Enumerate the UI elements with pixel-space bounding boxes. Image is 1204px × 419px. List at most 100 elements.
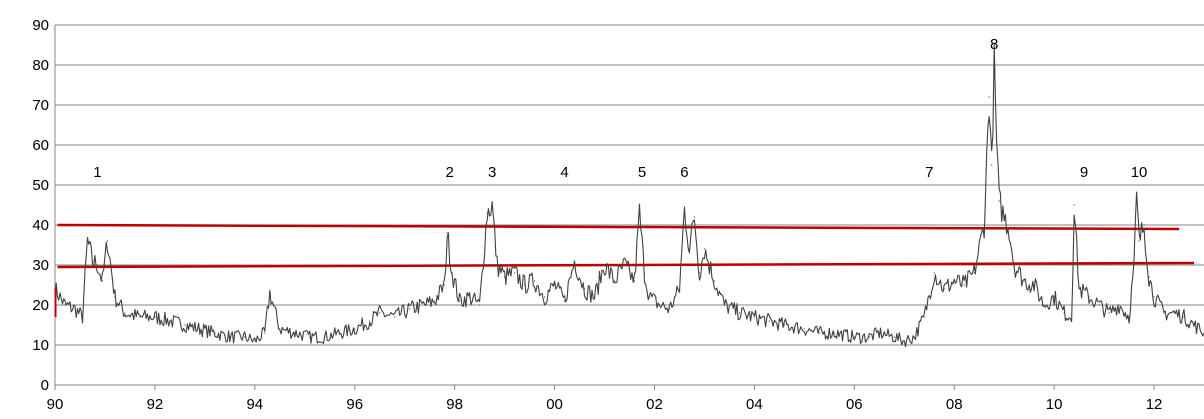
- data-point: [394, 316, 396, 318]
- data-point: [309, 336, 311, 338]
- data-point: [573, 260, 576, 262]
- data-point: [1183, 316, 1185, 318]
- x-tick-label: 98: [446, 396, 463, 413]
- data-point: [638, 212, 641, 214]
- x-tick-label: 10: [1046, 396, 1063, 413]
- annotation-label: 1: [93, 164, 101, 181]
- data-point: [633, 280, 636, 282]
- annotation-label: 7: [925, 164, 933, 181]
- data-point: [491, 204, 493, 206]
- data-point: [154, 316, 156, 318]
- y-tick-label: 70: [32, 97, 49, 114]
- data-point: [688, 248, 691, 250]
- data-point: [214, 332, 216, 334]
- grid-lines: [55, 24, 1204, 346]
- data-point: [833, 332, 835, 334]
- data-point: [893, 336, 895, 338]
- data-point: [1033, 284, 1035, 286]
- data-point: [434, 300, 436, 302]
- data-point: [1138, 240, 1140, 242]
- x-tick-label: 12: [1146, 396, 1163, 413]
- data-point: [1023, 280, 1025, 282]
- data-point: [658, 304, 661, 306]
- data-point: [379, 312, 381, 314]
- data-point: [753, 316, 755, 318]
- data-point: [101, 280, 104, 282]
- data-point: [1148, 276, 1150, 278]
- data-point: [1163, 312, 1165, 314]
- data-point: [184, 324, 186, 326]
- data-point: [1071, 316, 1073, 318]
- data-point: [1098, 304, 1100, 306]
- data-point: [1135, 196, 1138, 198]
- annotation-label: 9: [1080, 164, 1088, 181]
- data-point: [1008, 228, 1010, 230]
- data-point: [913, 336, 915, 338]
- data-point: [199, 328, 201, 330]
- reference-lines: [57, 223, 1195, 269]
- annotation-label: 10: [1131, 164, 1148, 181]
- data-point: [424, 304, 426, 306]
- data-point: [244, 336, 246, 338]
- data-point: [1193, 324, 1195, 326]
- data-point: [254, 340, 256, 342]
- data-point: [818, 332, 820, 334]
- data-point: [91, 260, 94, 262]
- data-point: [504, 276, 506, 278]
- data-point: [1078, 288, 1080, 290]
- data-point: [603, 264, 606, 266]
- data-point: [444, 284, 446, 286]
- data-point: [74, 308, 76, 310]
- annotation-label: 3: [488, 164, 496, 181]
- data-point: [369, 320, 371, 322]
- data-point: [868, 336, 870, 338]
- x-tick-label: 96: [346, 396, 363, 413]
- data-point: [279, 328, 281, 330]
- data-point: [643, 272, 646, 274]
- data-point: [723, 304, 726, 306]
- annotation-label: 2: [445, 164, 453, 181]
- y-tick-label: 90: [32, 17, 49, 34]
- annotation-label: 8: [990, 36, 998, 53]
- data-point: [1153, 296, 1155, 298]
- data-point: [783, 324, 785, 326]
- x-tick-label: 92: [147, 396, 164, 413]
- data-point: [563, 300, 566, 302]
- data-point: [486, 212, 488, 214]
- series-line: [54, 43, 1204, 348]
- data-point: [169, 320, 171, 322]
- data-point: [933, 272, 935, 274]
- data-point: [339, 332, 341, 334]
- y-tick-label: 40: [32, 217, 49, 234]
- data-point: [86, 240, 89, 242]
- data-point: [1013, 264, 1015, 266]
- data-point: [324, 336, 326, 338]
- data-point: [469, 296, 471, 298]
- data-point: [853, 336, 855, 338]
- data-point: [264, 332, 266, 334]
- data-point: [64, 304, 66, 306]
- data-point: [1053, 296, 1055, 298]
- data-point: [124, 312, 126, 314]
- y-tick-label: 0: [41, 377, 49, 394]
- data-point: [229, 336, 231, 338]
- data-point: [593, 296, 596, 298]
- x-tick-label: 00: [546, 396, 563, 413]
- data-point: [698, 272, 701, 274]
- data-point: [923, 316, 925, 318]
- annotation-label: 4: [560, 164, 568, 181]
- data-point: [998, 200, 1000, 202]
- y-tick-label: 20: [32, 297, 49, 314]
- data-series: [54, 43, 1204, 348]
- data-point: [988, 96, 990, 98]
- annotation-label: 6: [680, 164, 688, 181]
- data-point: [1043, 304, 1045, 306]
- annotations: 1 2 3 4 5 6 7 8 9 10: [93, 36, 1147, 181]
- reference-line: [57, 261, 1195, 269]
- data-point: [738, 312, 741, 314]
- data-point: [294, 332, 296, 334]
- data-point: [139, 316, 141, 318]
- data-point: [106, 240, 109, 242]
- data-point: [693, 216, 696, 218]
- data-point: [1143, 224, 1145, 226]
